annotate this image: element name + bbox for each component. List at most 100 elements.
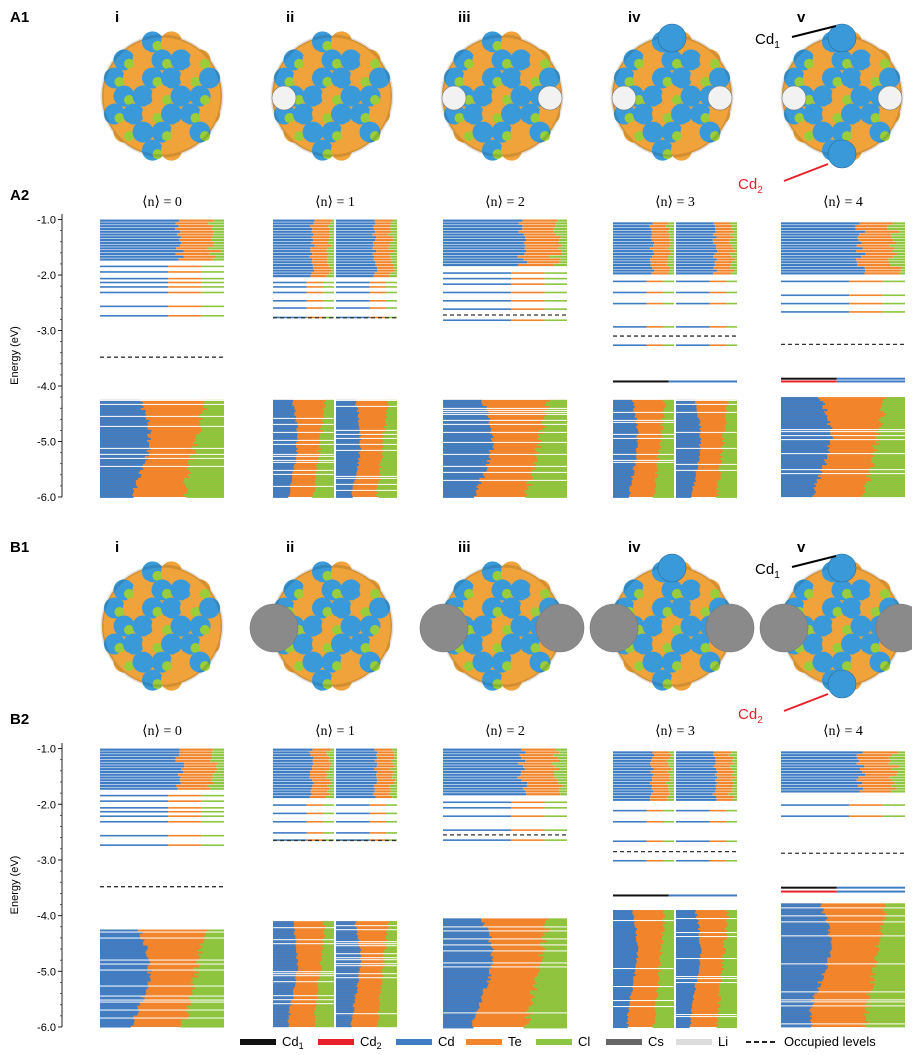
column-title: ⟨n⟩ = 4 <box>823 195 863 210</box>
valence-cd <box>273 1023 289 1026</box>
unoccupied-level <box>676 272 737 275</box>
valence-cl <box>723 449 737 452</box>
valence-cd <box>613 922 634 925</box>
valence-cd <box>676 980 698 983</box>
roman-label-i: i <box>115 9 119 26</box>
cl-atom <box>842 131 852 142</box>
valence-cd <box>676 441 702 444</box>
valence-cd <box>336 931 358 934</box>
cd-segment <box>676 225 715 228</box>
unoccupied-level <box>336 236 397 239</box>
unoccupied-level <box>613 756 674 760</box>
valence-cd <box>781 1021 812 1024</box>
te-atom <box>501 669 522 691</box>
valence-cl <box>879 949 905 952</box>
cd-segment <box>273 286 307 288</box>
cl-atom <box>492 643 503 654</box>
valence-cl <box>875 979 905 982</box>
cl-atom <box>804 58 814 69</box>
cd-segment <box>336 252 373 256</box>
valence-cd <box>676 1004 692 1007</box>
cl-segment <box>553 227 567 231</box>
valence-cl <box>728 912 737 915</box>
cd-segment <box>273 751 310 754</box>
cl-atom <box>360 643 371 654</box>
te-atom <box>199 103 220 125</box>
valence-cd <box>273 951 297 954</box>
cl-segment <box>882 294 905 297</box>
valence-cl <box>720 475 737 478</box>
valence-gap <box>613 433 674 435</box>
cl-segment <box>894 781 905 785</box>
valence-cd <box>676 966 700 969</box>
te-segment <box>518 222 556 225</box>
valence-cl <box>314 1021 334 1024</box>
valence-cl <box>541 439 567 442</box>
te-segment <box>523 258 561 261</box>
valence-cd <box>781 911 822 914</box>
valence-cd <box>100 479 136 482</box>
te-segment <box>168 820 202 823</box>
cd-segment <box>443 781 528 785</box>
cd-atom <box>501 103 522 125</box>
cd-segment <box>336 773 377 776</box>
te-segment <box>369 316 387 319</box>
unoccupied-level <box>781 770 905 774</box>
valence-cl <box>320 977 334 980</box>
valence-cd <box>781 485 817 488</box>
valence-cd <box>336 967 360 970</box>
valence-cl <box>381 969 397 972</box>
gap-level <box>676 809 737 812</box>
valence-cl <box>200 427 224 430</box>
cd-segment <box>781 770 863 774</box>
valence-cd <box>273 1021 289 1024</box>
valence-cl <box>323 411 334 414</box>
valence-cd <box>781 961 828 964</box>
cl-segment <box>323 291 334 294</box>
cl-atom <box>662 679 673 690</box>
valence-cd <box>676 433 700 436</box>
te-segment <box>527 781 559 785</box>
valence-cl <box>386 947 397 950</box>
valence-gap <box>781 935 905 937</box>
cl-segment <box>386 307 397 309</box>
cd1-atom <box>827 553 857 583</box>
te-atom <box>302 49 324 71</box>
cd-segment <box>100 770 184 774</box>
unoccupied-level <box>336 255 397 258</box>
valence-cd <box>443 940 489 943</box>
valence-cl <box>528 1006 567 1009</box>
legend-label-Cd: Cd <box>438 1034 455 1049</box>
valence-gap <box>100 425 224 427</box>
unoccupied-level <box>100 255 224 258</box>
cl-segment <box>390 790 397 793</box>
cd-segment <box>273 307 307 309</box>
valence-cd <box>613 491 631 494</box>
valence-cl <box>378 471 397 474</box>
cl-atom <box>530 643 541 654</box>
valence-cd <box>100 477 138 480</box>
te-atom <box>161 561 182 583</box>
valence-cd <box>676 401 696 404</box>
unoccupied-level <box>273 258 334 261</box>
unoccupied-level <box>443 768 567 771</box>
valence-cl <box>189 469 224 472</box>
valence-cd <box>613 407 634 410</box>
valence-cd <box>100 463 143 466</box>
te-segment <box>856 756 889 760</box>
unoccupied-level <box>613 222 674 225</box>
cd-atom <box>671 597 692 619</box>
te-segment <box>713 754 729 757</box>
valence-cd <box>613 980 634 983</box>
valence-cl <box>533 1002 567 1005</box>
gap-level <box>100 265 224 268</box>
valence-gap <box>781 1001 905 1003</box>
valence-cl <box>866 1017 905 1020</box>
cd-segment <box>781 790 860 793</box>
te-segment <box>859 759 891 762</box>
te-segment <box>715 759 733 762</box>
valence-cd <box>273 965 299 968</box>
valence-cd <box>336 473 357 476</box>
cd-segment <box>336 762 378 765</box>
valence-cl <box>875 983 905 986</box>
